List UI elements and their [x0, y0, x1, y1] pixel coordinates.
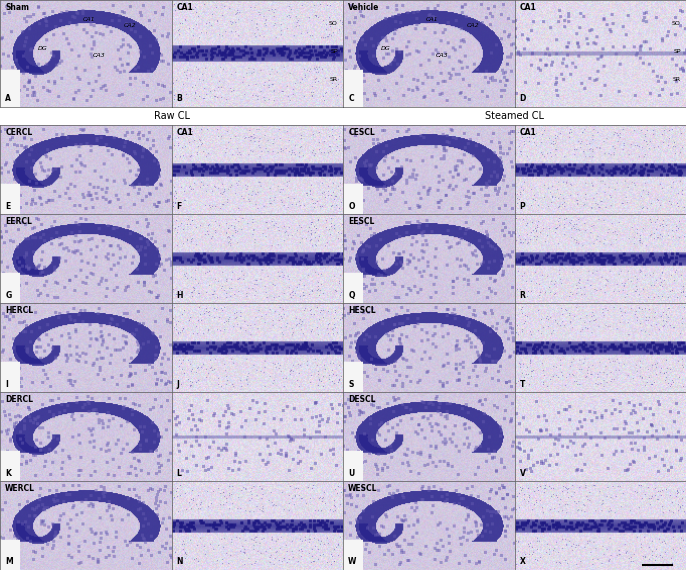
- Text: SO: SO: [672, 21, 681, 26]
- Text: K: K: [5, 469, 11, 478]
- Text: CA1: CA1: [177, 128, 193, 137]
- Text: S: S: [348, 380, 353, 389]
- Text: WESCL: WESCL: [348, 484, 378, 492]
- Text: SP: SP: [674, 49, 681, 54]
- Text: W: W: [348, 557, 357, 567]
- Text: I: I: [5, 380, 8, 389]
- Text: CA1: CA1: [520, 3, 536, 12]
- Text: E: E: [5, 202, 10, 211]
- Text: C: C: [348, 94, 354, 103]
- Text: SO: SO: [329, 21, 338, 26]
- Text: N: N: [177, 557, 183, 567]
- Text: R: R: [520, 291, 525, 300]
- Text: H: H: [177, 291, 183, 300]
- Text: X: X: [520, 557, 525, 567]
- Text: Q: Q: [348, 291, 355, 300]
- Text: CERCL: CERCL: [5, 128, 32, 137]
- Text: DESCL: DESCL: [348, 395, 376, 404]
- Text: CA1: CA1: [177, 3, 193, 12]
- Text: HESCL: HESCL: [348, 306, 376, 315]
- Text: Vehicle: Vehicle: [348, 3, 379, 12]
- Text: CA1: CA1: [83, 17, 95, 22]
- Text: EERCL: EERCL: [5, 217, 32, 226]
- Text: EESCL: EESCL: [348, 217, 375, 226]
- Text: DG: DG: [381, 46, 391, 51]
- Text: WERCL: WERCL: [5, 484, 35, 492]
- Text: G: G: [5, 291, 12, 300]
- Text: DG: DG: [38, 46, 48, 51]
- Text: M: M: [5, 557, 13, 567]
- Text: J: J: [177, 380, 180, 389]
- Text: T: T: [520, 380, 525, 389]
- Text: CESCL: CESCL: [348, 128, 375, 137]
- Text: DERCL: DERCL: [5, 395, 33, 404]
- Text: V: V: [520, 469, 525, 478]
- Text: Raw CL: Raw CL: [154, 111, 189, 121]
- Text: O: O: [348, 202, 355, 211]
- Text: SP: SP: [331, 49, 338, 54]
- Text: CA3: CA3: [93, 53, 106, 58]
- Text: CA1: CA1: [426, 17, 438, 22]
- Text: SR: SR: [330, 77, 338, 82]
- Text: B: B: [177, 94, 182, 103]
- Text: HERCL: HERCL: [5, 306, 33, 315]
- Text: SR: SR: [673, 77, 681, 82]
- Text: Sham: Sham: [5, 3, 29, 12]
- Text: L: L: [177, 469, 182, 478]
- Text: CA2: CA2: [124, 23, 137, 28]
- Text: U: U: [348, 469, 355, 478]
- Text: D: D: [520, 94, 526, 103]
- Text: Steamed CL: Steamed CL: [485, 111, 544, 121]
- Text: F: F: [177, 202, 182, 211]
- Text: CA3: CA3: [436, 53, 449, 58]
- Text: CA1: CA1: [520, 128, 536, 137]
- Text: P: P: [520, 202, 525, 211]
- Text: A: A: [5, 94, 11, 103]
- Text: CA2: CA2: [467, 23, 480, 28]
